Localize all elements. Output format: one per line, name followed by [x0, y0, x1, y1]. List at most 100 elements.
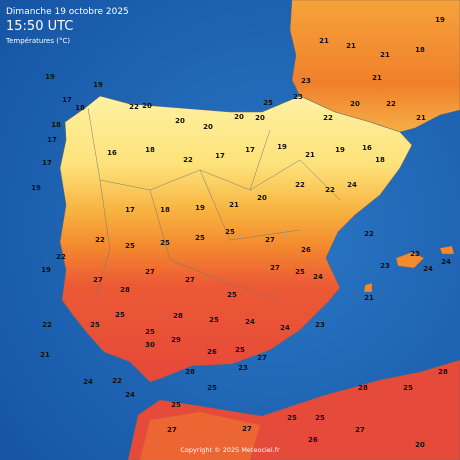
station-temperature: 22 — [325, 186, 335, 194]
station-temperature: 20 — [175, 117, 185, 125]
station-temperature: 22 — [56, 253, 66, 261]
subtitle: Températures (°C) — [5, 37, 70, 45]
station-temperature: 27 — [242, 425, 252, 433]
station-temperature: 25 — [225, 228, 235, 236]
station-temperature: 22 — [323, 114, 333, 122]
station-temperature: 27 — [265, 236, 275, 244]
balearic — [363, 245, 455, 293]
station-temperature: 19 — [45, 73, 55, 81]
station-temperature: 23 — [315, 321, 325, 329]
station-temperature: 25 — [115, 311, 125, 319]
station-temperature: 19 — [195, 204, 205, 212]
station-temperature: 30 — [145, 341, 155, 349]
station-temperature: 21 — [372, 74, 382, 82]
station-temperature: 25 — [145, 328, 155, 336]
station-temperature: 25 — [227, 291, 237, 299]
station-temperature: 21 — [364, 294, 374, 302]
station-temperature: 20 — [257, 194, 267, 202]
station-temperature: 17 — [215, 152, 225, 160]
station-temperature: 21 — [305, 151, 315, 159]
station-temperature: 23 — [301, 77, 311, 85]
station-temperature: 23 — [410, 250, 420, 258]
station-temperature: 28 — [173, 312, 183, 320]
station-temperature: 25 — [160, 239, 170, 247]
station-temperature: 25 — [125, 242, 135, 250]
station-temperature: 22 — [295, 181, 305, 189]
station-temperature: 27 — [355, 426, 365, 434]
station-temperature: 27 — [167, 426, 177, 434]
station-temperature: 26 — [308, 436, 318, 444]
station-temperature: 23 — [238, 364, 248, 372]
station-temperature: 24 — [347, 181, 357, 189]
station-temperature: 26 — [301, 246, 311, 254]
station-temperature: 19 — [335, 146, 345, 154]
station-temperature: 23 — [293, 93, 303, 101]
station-temperature: 20 — [415, 441, 425, 449]
station-temperature: 18 — [375, 156, 385, 164]
station-temperature: 25 — [171, 401, 181, 409]
station-temperature: 25 — [295, 268, 305, 276]
station-temperature: 24 — [125, 391, 135, 399]
station-temperature: 16 — [107, 149, 117, 157]
station-temperature: 18 — [51, 121, 61, 129]
station-temperature: 20 — [203, 123, 213, 131]
station-temperature: 22 — [129, 103, 139, 111]
station-temperature: 24 — [441, 258, 451, 266]
station-temperature: 19 — [435, 16, 445, 24]
station-temperature: 24 — [83, 378, 93, 386]
station-temperature: 25 — [207, 384, 217, 392]
station-temperature: 18 — [160, 206, 170, 214]
station-temperature: 17 — [47, 136, 57, 144]
station-temperature: 25 — [403, 384, 413, 392]
station-temperature: 17 — [42, 159, 52, 167]
station-temperature: 17 — [62, 96, 72, 104]
station-temperature: 21 — [40, 351, 50, 359]
station-temperature: 22 — [386, 100, 396, 108]
station-temperature: 27 — [270, 264, 280, 272]
station-temperature: 26 — [207, 348, 217, 356]
africa-warm — [140, 412, 260, 460]
copyright: Copyright © 2025 Meteociel.fr — [180, 446, 280, 454]
station-temperature: 25 — [287, 414, 297, 422]
station-temperature: 21 — [416, 114, 426, 122]
station-temperature: 25 — [235, 346, 245, 354]
station-temperature: 27 — [145, 268, 155, 276]
station-temperature: 19 — [41, 266, 51, 274]
station-temperature: 25 — [209, 316, 219, 324]
station-temperature: 28 — [438, 368, 448, 376]
station-temperature: 22 — [95, 236, 105, 244]
station-temperature: 24 — [280, 324, 290, 332]
station-temperature: 25 — [90, 321, 100, 329]
station-temperature: 18 — [75, 104, 85, 112]
station-temperature: 18 — [145, 146, 155, 154]
station-temperature: 29 — [171, 336, 181, 344]
station-temperature: 19 — [277, 143, 287, 151]
station-temperature: 25 — [263, 99, 273, 107]
station-temperature: 22 — [112, 377, 122, 385]
station-temperature: 20 — [234, 113, 244, 121]
station-temperature: 20 — [255, 114, 265, 122]
station-temperature: 21 — [380, 51, 390, 59]
station-temperature: 28 — [358, 384, 368, 392]
station-temperature: 22 — [42, 321, 52, 329]
station-temperature: 18 — [415, 46, 425, 54]
station-temperature: 17 — [125, 206, 135, 214]
borders — [87, 107, 341, 301]
station-temperature: 24 — [313, 273, 323, 281]
station-temperature: 24 — [245, 318, 255, 326]
station-temperature: 25 — [315, 414, 325, 422]
station-temperature: 28 — [185, 368, 195, 376]
station-temperature: 23 — [380, 262, 390, 270]
station-temperature: 27 — [93, 276, 103, 284]
station-temperature: 21 — [319, 37, 329, 45]
date: Dimanche 19 octobre 2025 — [6, 7, 129, 17]
station-temperature: 20 — [350, 100, 360, 108]
station-temperature: 22 — [364, 230, 374, 238]
station-temperature: 19 — [31, 184, 41, 192]
station-temperature: 25 — [195, 234, 205, 242]
station-temperature: 21 — [346, 42, 356, 50]
time: 15:50 UTC — [6, 19, 73, 34]
station-temperature: 24 — [423, 265, 433, 273]
